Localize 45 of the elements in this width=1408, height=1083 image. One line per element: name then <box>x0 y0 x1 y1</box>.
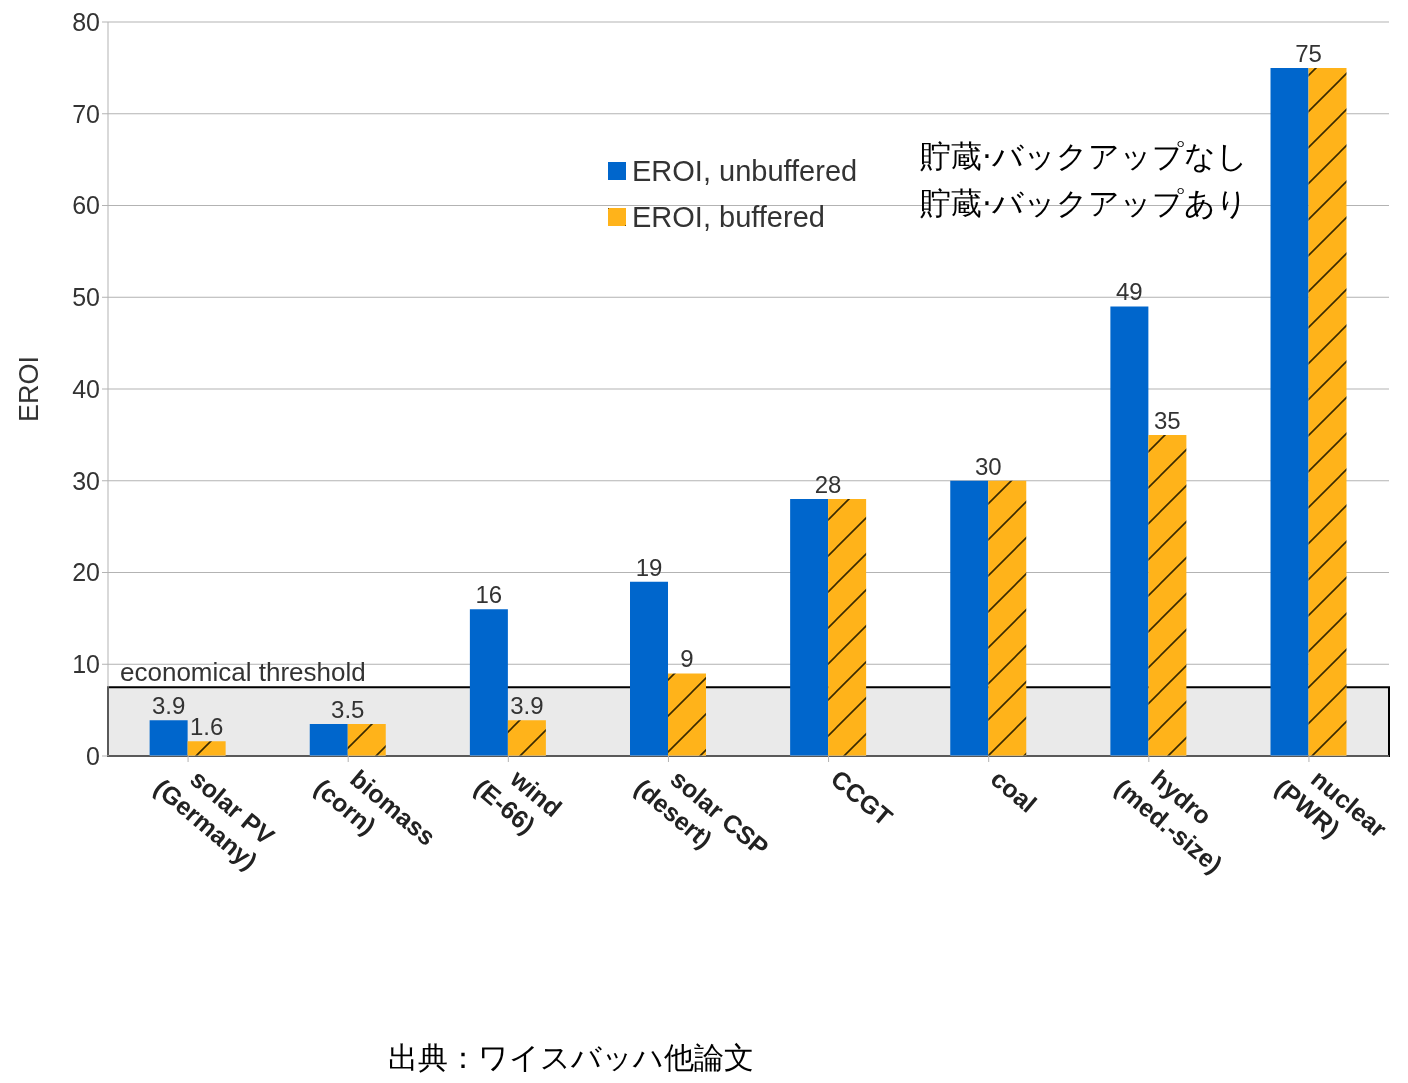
bar <box>469 609 508 756</box>
y-tick-label: 50 <box>72 283 100 312</box>
data-label: 16 <box>475 581 503 609</box>
data-label: 30 <box>974 452 1002 480</box>
annotation: 貯蔵·バックアップなし <box>920 137 1248 176</box>
bar <box>668 673 707 756</box>
y-tick-label: 30 <box>72 466 100 495</box>
bar <box>347 723 386 756</box>
source-note: 出典：ワイスバッハ他論文 <box>388 1039 754 1077</box>
annotation: 貯蔵·バックアップあり <box>920 184 1248 223</box>
data-label: 28 <box>814 471 842 499</box>
legend-label: EROI, unbuffered <box>632 154 858 188</box>
bar <box>187 741 226 756</box>
y-tick-label: 60 <box>72 191 100 220</box>
bar <box>1308 67 1347 756</box>
y-axis-title: EROI <box>13 355 44 423</box>
bar <box>790 499 829 756</box>
y-tick-label: 70 <box>72 99 100 128</box>
bar <box>950 480 989 756</box>
data-label: 75 <box>1295 39 1322 67</box>
bar <box>630 581 669 756</box>
data-label: 3.9 <box>151 692 186 720</box>
bar <box>309 723 348 756</box>
data-label: 49 <box>1116 278 1143 306</box>
y-tick-label: 10 <box>72 650 100 679</box>
legend-label: EROI, buffered <box>632 200 825 234</box>
bar <box>507 720 546 756</box>
y-tick-label: 80 <box>72 7 100 36</box>
data-label: 19 <box>635 553 663 581</box>
bar <box>1110 306 1149 756</box>
y-tick-label: 20 <box>72 558 100 587</box>
bar <box>1148 434 1187 756</box>
bar <box>1270 67 1309 756</box>
data-label: 3.5 <box>331 695 365 723</box>
y-tick-label: 0 <box>86 741 100 770</box>
data-label: 3.9 <box>510 692 544 720</box>
data-label: 1.6 <box>189 713 224 741</box>
bar <box>828 499 867 756</box>
data-label: 35 <box>1154 406 1181 434</box>
x-tick-label: coal <box>985 764 1043 818</box>
y-tick-label: 40 <box>72 374 100 403</box>
bar <box>988 480 1027 756</box>
bar <box>149 720 188 756</box>
band-label: economical threshold <box>120 657 366 688</box>
data-label: 9 <box>680 645 694 673</box>
